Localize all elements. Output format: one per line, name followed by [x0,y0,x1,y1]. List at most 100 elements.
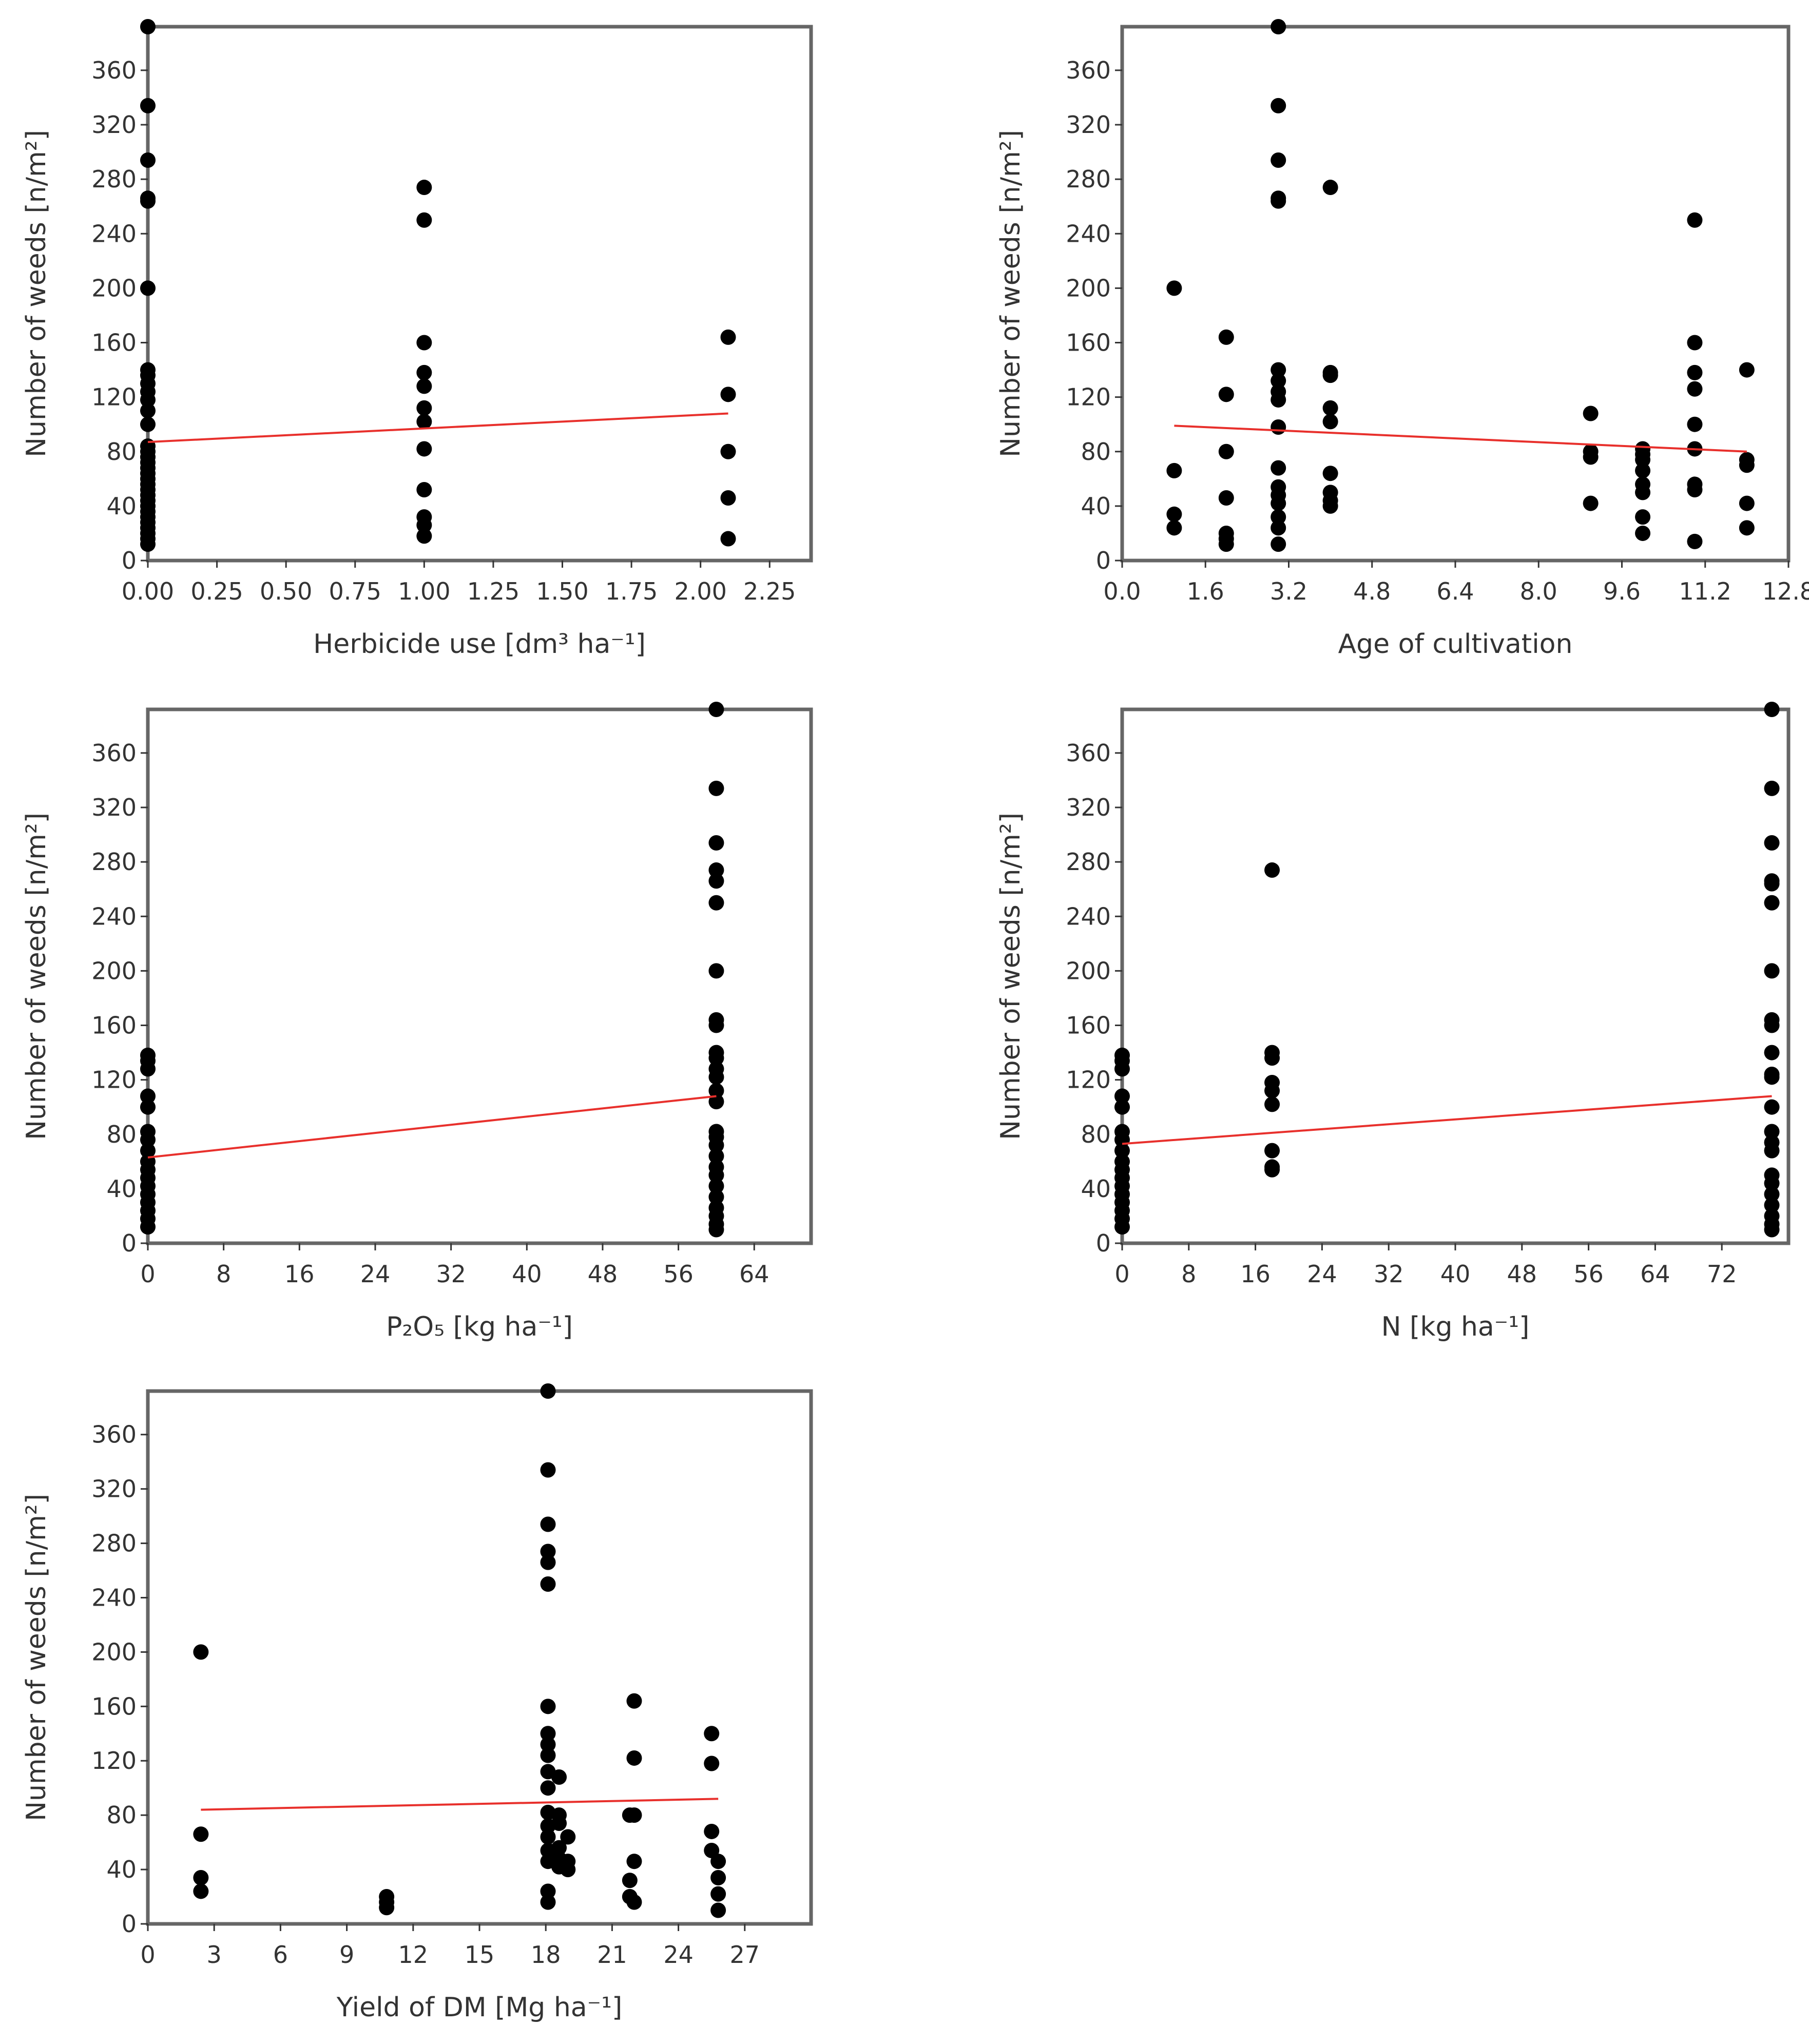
data-point [1322,180,1338,196]
data-point [720,443,736,459]
y-tick-label: 200 [91,274,137,302]
data-point [540,1554,556,1570]
y-tick-label: 80 [1081,438,1111,466]
data-point [708,1167,724,1183]
data-point [1114,1143,1130,1159]
data-point [708,862,724,878]
data-point [1687,335,1703,351]
data-point [416,400,432,416]
data-point [708,1083,724,1098]
data-point [140,98,156,113]
y-tick-label: 200 [1066,274,1111,302]
data-point [1218,387,1234,402]
data-point [1271,520,1286,536]
data-point [1764,895,1780,911]
data-point [140,1099,156,1115]
data-point [1322,466,1338,481]
x-tick-label: 3.2 [1270,577,1307,605]
data-point [540,1726,556,1742]
data-point [379,1900,395,1916]
data-point [1583,449,1599,465]
y-axis-label: Number of weeds [n/m²] [995,130,1026,457]
data-point [540,1894,556,1910]
data-point [1271,509,1286,525]
data-point [1322,368,1338,383]
data-point [1271,392,1286,408]
y-tick-label: 160 [91,1012,137,1039]
data-point [140,416,156,432]
data-point [1322,414,1338,430]
data-point [140,280,156,296]
data-point [1583,406,1599,421]
data-point [1764,702,1780,717]
y-tick-label: 280 [91,1530,137,1557]
x-tick-label: 1.00 [398,577,450,605]
data-point [540,1883,556,1899]
x-tick-label: 3 [207,1941,222,1969]
x-tick-label: 6.4 [1436,577,1474,605]
data-point [708,1050,724,1066]
data-point [1764,780,1780,796]
data-point [540,1516,556,1532]
x-tick-label: 0.00 [122,577,174,605]
data-point [704,1756,720,1771]
data-point [540,1747,556,1763]
y-tick-label: 240 [1066,902,1111,930]
data-point [1739,362,1755,378]
y-tick-label: 40 [106,492,137,520]
data-point [1271,495,1286,511]
chart-panel-4: 0 40 80 120 160 200 240 280 320 360 0 8 16 24 32 40 48 56… [995,702,1791,1342]
trend-line [147,412,728,443]
x-tick-label: 0.25 [190,577,243,605]
data-point [708,895,724,911]
data-point [1764,1069,1780,1085]
x-tick-label: 0 [1114,1260,1129,1288]
data-point [1322,498,1338,514]
data-point [140,1143,156,1159]
x-tick-label: 9 [339,1941,354,1969]
data-point [720,490,736,506]
data-point [416,378,432,394]
y-tick-label: 80 [1081,1121,1111,1148]
x-tick-label: 24 [1307,1260,1337,1288]
data-point [1264,862,1280,878]
y-tick-label: 360 [91,739,137,767]
data-point [1322,400,1338,416]
data-point [416,528,432,544]
data-point [1166,506,1182,522]
data-point [1687,212,1703,228]
data-point [708,1094,724,1110]
data-point [1218,443,1234,459]
data-point [416,482,432,498]
x-tick-label: 21 [597,1941,627,1969]
data-point [1764,1143,1780,1159]
x-tick-label: 2.00 [674,577,726,605]
y-tick-label: 40 [1081,1175,1111,1203]
x-tick-label: 32 [436,1260,466,1288]
data-point [1739,520,1755,536]
data-point [1764,835,1780,851]
data-point [708,702,724,717]
x-tick-label: 24 [663,1941,694,1969]
data-point [560,1862,576,1878]
y-tick-label: 0 [1096,1229,1111,1257]
data-point [710,1869,726,1885]
data-point [540,1462,556,1478]
chart-panel-3: 0 40 80 120 160 200 240 280 320 360 0 8 16 24 32 40 48 56… [21,702,813,1342]
y-tick-label: 120 [91,1066,137,1094]
data-point [708,963,724,979]
data-point [193,1883,209,1899]
data-point [540,1383,556,1399]
data-point [626,1807,642,1823]
x-tick-label: 64 [1640,1260,1670,1288]
y-tick-label: 200 [1066,957,1111,985]
data-point [1271,460,1286,476]
y-tick-label: 120 [91,383,137,411]
data-point [1166,520,1182,536]
x-tick-label: 48 [1507,1260,1537,1288]
x-tick-label: 0.50 [260,577,312,605]
data-point [710,1902,726,1918]
y-tick-label: 360 [1066,739,1111,767]
x-tick-label: 8 [1181,1260,1196,1288]
data-point [540,1737,556,1752]
